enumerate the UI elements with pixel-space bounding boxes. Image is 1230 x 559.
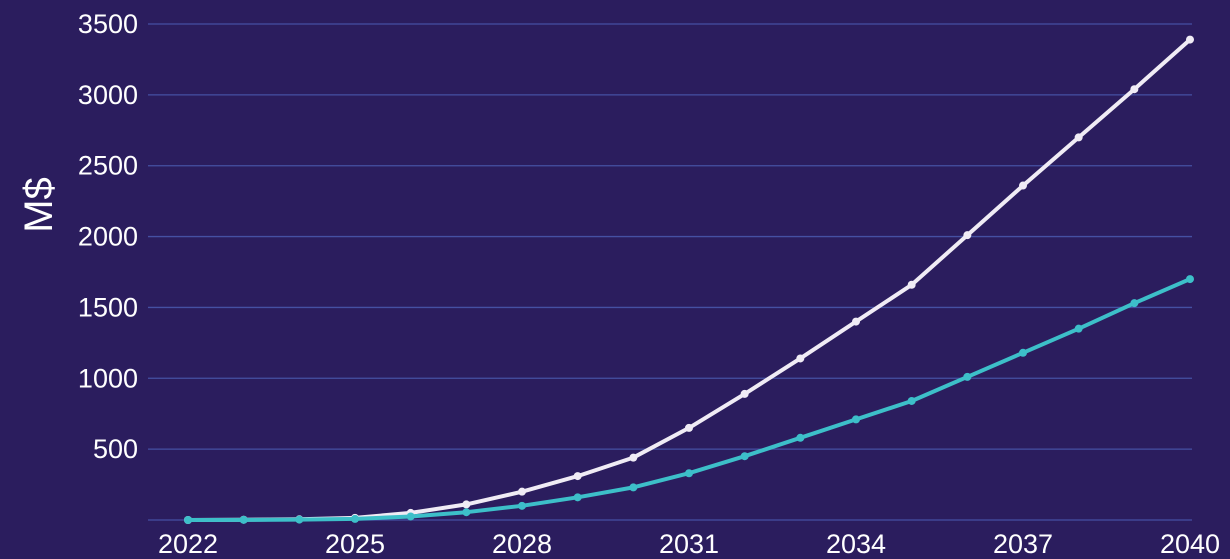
data-point: [629, 483, 638, 492]
series-line: [186, 37, 1192, 522]
x-tick-label: 2040: [1160, 529, 1220, 559]
data-point: [796, 354, 805, 363]
y-tick-label: 2500: [78, 151, 138, 181]
x-tick-label: 2037: [993, 529, 1053, 559]
data-point: [963, 372, 972, 381]
data-point: [1019, 348, 1027, 357]
series-1: [184, 35, 1194, 524]
data-point: [796, 433, 805, 442]
data-point: [1074, 133, 1083, 142]
data-point: [629, 453, 638, 462]
data-point: [462, 500, 471, 509]
data-point: [1186, 35, 1194, 44]
data-point: [1186, 275, 1194, 284]
data-point: [1130, 85, 1139, 94]
data-point: [295, 515, 304, 524]
x-tick-label: 2034: [826, 529, 886, 559]
y-tick-label: 2000: [78, 222, 138, 252]
data-point: [573, 493, 582, 502]
data-point: [907, 396, 916, 405]
data-point: [963, 231, 972, 240]
data-point: [573, 472, 582, 481]
data-point: [685, 423, 693, 432]
data-point: [406, 512, 415, 521]
data-point: [907, 280, 916, 289]
y-tick-label: 500: [93, 434, 138, 464]
data-point: [518, 487, 526, 496]
data-point: [518, 501, 526, 510]
data-point: [740, 389, 749, 398]
x-tick-label: 2025: [325, 529, 385, 559]
series-2: [184, 275, 1194, 524]
x-tick-label: 2028: [492, 529, 552, 559]
data-point: [852, 317, 860, 326]
data-point: [1019, 181, 1027, 190]
grid-lines: [148, 23, 1192, 450]
data-point: [351, 514, 359, 523]
data-point: [852, 415, 860, 424]
y-axis-label: M$: [17, 177, 61, 233]
series-line: [186, 277, 1192, 522]
x-tick-label: 2031: [659, 529, 719, 559]
data-point: [239, 515, 248, 524]
data-point: [1130, 299, 1139, 308]
y-tick-label: 1500: [78, 292, 138, 322]
data-point: [1074, 324, 1083, 333]
data-point: [184, 516, 192, 524]
series-layer: [184, 35, 1194, 524]
x-tick-label: 2022: [158, 529, 218, 559]
data-point: [462, 508, 471, 517]
y-tick-label: 3000: [78, 80, 138, 110]
data-point: [740, 452, 749, 461]
data-point: [685, 469, 693, 478]
y-tick-label: 3500: [78, 9, 138, 39]
y-tick-label: 1000: [78, 363, 138, 393]
axes: 500 1000 1500 2000 2500 3000 3500 2022 2025 2028 2…: [78, 9, 1220, 559]
